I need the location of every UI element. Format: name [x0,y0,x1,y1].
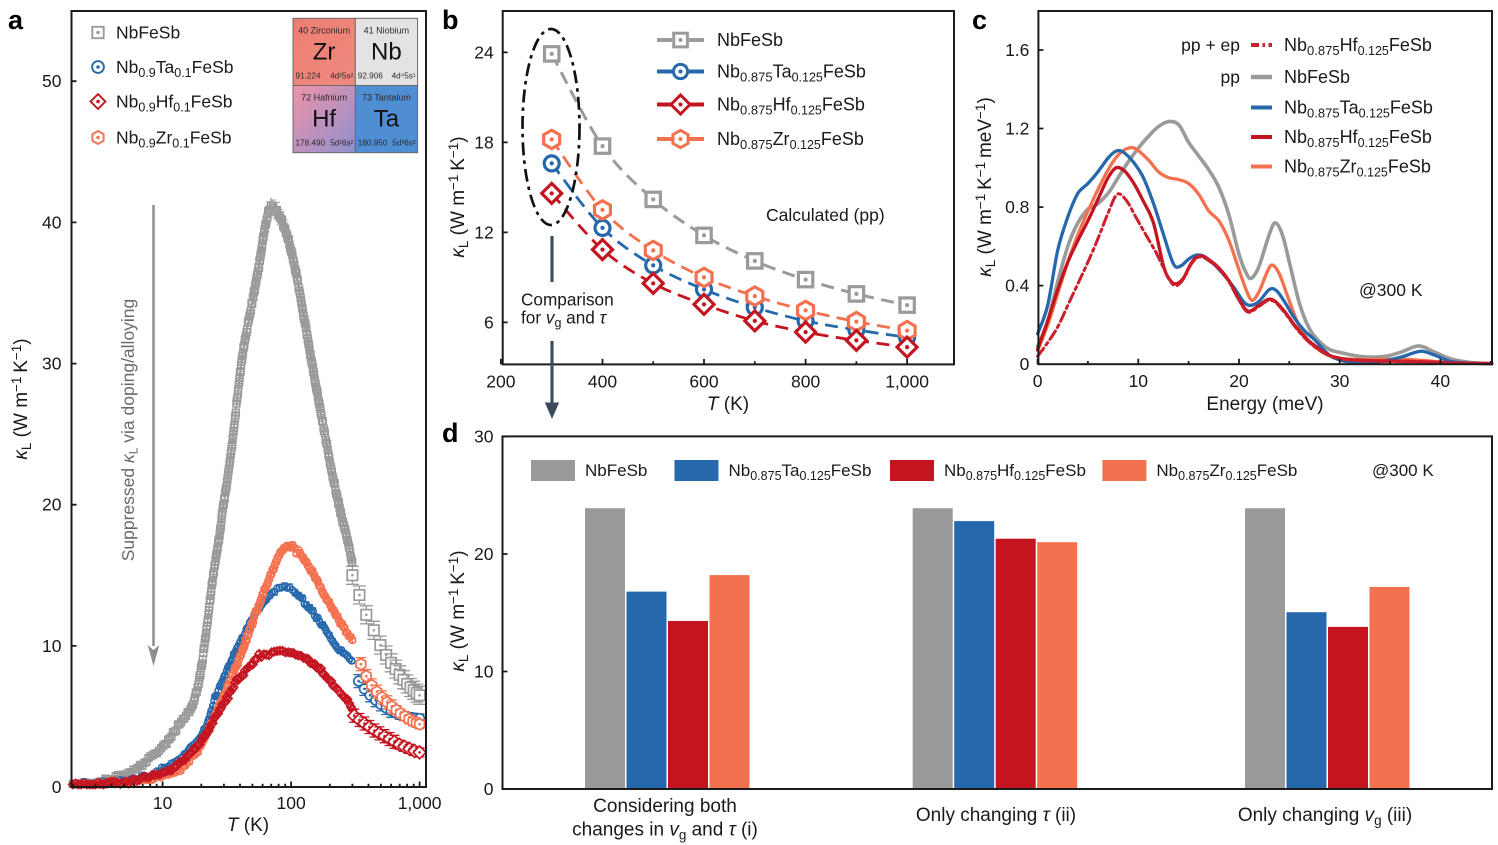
svg-text:10: 10 [153,793,173,813]
svg-text:Considering both: Considering both [593,796,737,817]
svg-text:18: 18 [474,132,493,152]
svg-text:NbFeSb: NbFeSb [116,23,180,43]
svg-text:Ta: Ta [374,106,400,133]
svg-text:1.6: 1.6 [1005,40,1029,60]
svg-text:κL (W m−1 K−1 meV−1): κL (W m−1 K−1 meV−1) [973,97,998,277]
svg-text:10: 10 [42,636,62,656]
svg-text:Calculated (pp): Calculated (pp) [766,205,885,225]
svg-text:24: 24 [474,42,494,62]
svg-text:10: 10 [1129,371,1149,391]
svg-text:Comparison: Comparison [521,290,614,310]
svg-text:b: b [442,5,459,35]
svg-text:40 Zirconium: 40 Zirconium [298,25,350,35]
svg-text:30: 30 [474,427,494,447]
svg-text:0.4: 0.4 [1005,276,1030,296]
svg-text:Nb0.875Hf0.125FeSb: Nb0.875Hf0.125FeSb [717,95,865,118]
svg-text:d: d [442,418,459,448]
svg-text:κL (W m−1 K−1): κL (W m−1 K−1) [446,550,471,671]
svg-text:c: c [972,5,987,35]
svg-text:600: 600 [689,371,718,391]
svg-text:5d²6s²: 5d²6s² [330,139,353,148]
svg-text:4d⁴5s¹: 4d⁴5s¹ [392,71,416,80]
svg-text:0: 0 [1033,371,1043,391]
svg-text:1.2: 1.2 [1005,119,1029,139]
svg-text:73 Tantalum: 73 Tantalum [362,93,411,103]
svg-text:pp + ep: pp + ep [1181,35,1240,55]
svg-text:0: 0 [52,777,62,797]
svg-text:Nb0.875Ta0.125FeSb: Nb0.875Ta0.125FeSb [1284,98,1433,121]
svg-text:Hf: Hf [312,106,336,133]
svg-text:40: 40 [1431,371,1451,391]
svg-text:Nb0.875Zr0.125FeSb: Nb0.875Zr0.125FeSb [1156,461,1297,483]
svg-text:91.224: 91.224 [296,71,321,80]
svg-text:4d²5s²: 4d²5s² [330,71,353,80]
svg-text:0: 0 [484,779,494,799]
svg-text:NbFeSb: NbFeSb [1284,67,1350,87]
svg-text:0: 0 [1020,354,1030,374]
svg-text:20: 20 [1229,371,1249,391]
svg-text:1,000: 1,000 [398,793,442,813]
svg-text:30: 30 [1330,371,1350,391]
svg-text:20: 20 [42,495,62,515]
svg-text:800: 800 [791,371,820,391]
svg-text:NbFeSb: NbFeSb [717,30,783,50]
svg-text:92.906: 92.906 [358,71,383,80]
svg-text:κL (W m−1 K−1): κL (W m−1 K−1) [446,136,471,257]
svg-text:12: 12 [474,222,493,242]
svg-text:30: 30 [42,354,62,374]
svg-text:6: 6 [484,312,494,332]
svg-text:pp: pp [1221,67,1240,87]
svg-text:Suppressed κL via doping/alloy: Suppressed κL via doping/alloying [118,299,141,562]
svg-text:Nb0.875Ta0.125FeSb: Nb0.875Ta0.125FeSb [717,62,866,85]
svg-text:@300 K: @300 K [1359,280,1423,300]
svg-text:Zr: Zr [313,38,336,65]
svg-text:40: 40 [42,212,62,232]
svg-text:50: 50 [42,71,62,91]
svg-text:72 Hafnium: 72 Hafnium [301,93,347,103]
svg-text:for vg and τ: for vg and τ [521,308,608,331]
svg-text:41 Niobium: 41 Niobium [364,25,410,35]
svg-text:0.8: 0.8 [1005,197,1029,217]
svg-text:Energy (meV): Energy (meV) [1206,394,1323,415]
svg-text:1,000: 1,000 [885,371,929,391]
svg-text:178.490: 178.490 [296,139,326,148]
svg-text:@300 K: @300 K [1372,461,1434,480]
svg-text:NbFeSb: NbFeSb [585,461,647,480]
svg-text:Nb0.875Hf0.125FeSb: Nb0.875Hf0.125FeSb [1284,127,1432,150]
svg-text:100: 100 [276,793,305,813]
svg-text:180.950: 180.950 [358,139,388,148]
svg-text:κL (W m−1 K−1): κL (W m−1 K−1) [9,338,34,459]
svg-text:5d³6s²: 5d³6s² [392,139,415,148]
svg-text:10: 10 [474,662,494,682]
svg-text:Only changing vg (iii): Only changing vg (iii) [1238,805,1412,828]
svg-text:Only changing τ (ii): Only changing τ (ii) [916,805,1076,826]
svg-text:400: 400 [588,371,617,391]
svg-text:T (K): T (K) [227,815,269,836]
svg-text:20: 20 [474,544,494,564]
svg-text:Nb: Nb [371,38,402,65]
svg-text:changes in vg and τ (i): changes in vg and τ (i) [572,820,758,843]
svg-text:T (K): T (K) [707,394,749,415]
svg-text:a: a [8,5,24,35]
svg-text:200: 200 [486,371,515,391]
